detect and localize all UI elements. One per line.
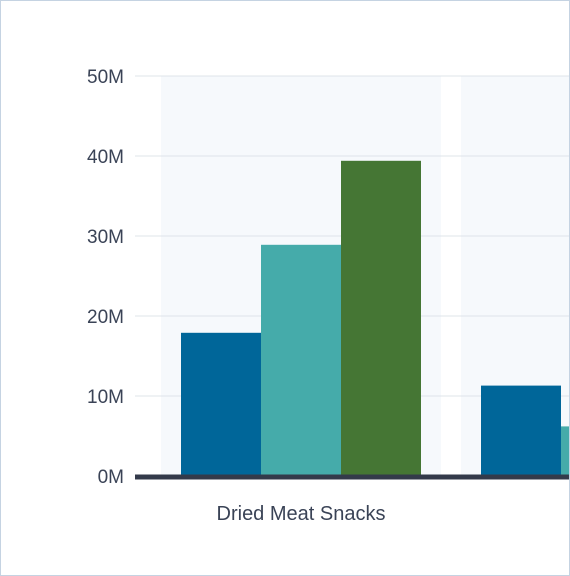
y-tick-label: 10M [87, 387, 124, 408]
bar [561, 426, 569, 476]
bar [261, 244, 341, 476]
y-tick-label: 30M [87, 227, 124, 248]
y-tick-label: 40M [87, 147, 124, 168]
bars [181, 160, 569, 477]
bar [481, 385, 561, 476]
x-tick-label: Dried Meat Snacks [217, 503, 386, 525]
bar [341, 160, 421, 477]
y-tick-label: 0M [98, 467, 124, 488]
y-tick-label: 50M [87, 67, 124, 88]
y-tick-label: 20M [87, 307, 124, 328]
y-axis: 0M 10M 20M 30M 40M 50M [87, 67, 124, 488]
bar [181, 332, 261, 476]
x-axis: Dried Meat SnacksTyson [217, 503, 386, 525]
